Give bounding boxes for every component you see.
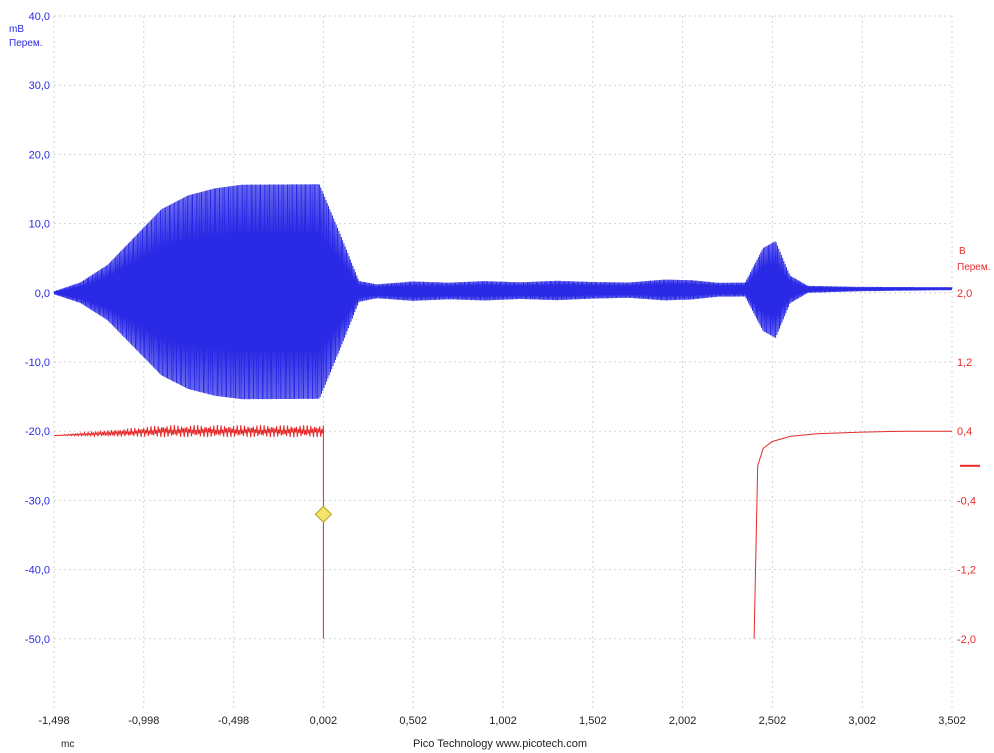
left-tick-label: 0,0: [35, 288, 50, 300]
right-axis-label: Перем.: [957, 262, 991, 273]
right-axis-ticks: 2,0 1,2 0,4 -0,4 -1,2 -2,0: [957, 288, 976, 646]
grid: [53, 15, 953, 708]
right-tick-label: 2,0: [957, 288, 972, 300]
right-axis-unit: B: [959, 246, 966, 257]
footer-credit: Pico Technology www.picotech.com: [413, 738, 587, 750]
x-tick-label: 2,002: [669, 715, 697, 727]
x-tick-label: 0,502: [399, 715, 427, 727]
x-tick-label: 3,002: [848, 715, 876, 727]
x-tick-label: 0,002: [310, 715, 338, 727]
red-series-trace: [54, 425, 952, 639]
x-tick-label: -0,498: [218, 715, 249, 727]
left-tick-label: -10,0: [25, 357, 50, 369]
left-tick-label: 10,0: [29, 219, 50, 231]
x-tick-label: 1,502: [579, 715, 607, 727]
x-tick-label: -0,998: [128, 715, 159, 727]
left-tick-label: -40,0: [25, 565, 50, 577]
right-axis-level-marker: [960, 464, 980, 467]
left-tick-label: 40,0: [29, 11, 50, 23]
x-axis-unit: mc: [61, 739, 74, 750]
left-axis-ticks: 40,0 30,0 20,0 10,0 0,0 -10,0 -20,0 -30,0 -40,0 -…: [25, 11, 50, 646]
right-tick-label: 0,4: [957, 426, 972, 438]
right-tick-label: -2,0: [957, 634, 976, 646]
trigger-diamond-marker: [314, 505, 333, 523]
left-tick-label: 30,0: [29, 80, 50, 92]
left-tick-label: -50,0: [25, 634, 50, 646]
right-tick-label: -1,2: [957, 565, 976, 577]
right-tick-label: 1,2: [957, 357, 972, 369]
blue-series-trace: [53, 184, 953, 400]
left-axis-label: Перем.: [9, 38, 43, 49]
left-tick-label: 20,0: [29, 149, 50, 161]
x-tick-label: 3,502: [938, 715, 966, 727]
x-tick-label: 1,002: [489, 715, 517, 727]
x-tick-label: 2,502: [759, 715, 787, 727]
left-tick-label: -20,0: [25, 426, 50, 438]
left-axis-unit: mB: [9, 24, 24, 35]
x-tick-label: -1,498: [38, 715, 69, 727]
right-tick-label: -0,4: [957, 495, 976, 507]
left-tick-label: -30,0: [25, 495, 50, 507]
x-axis-ticks: -1,498 -0,998 -0,498 0,002 0,502 1,002 1,502 2,…: [38, 715, 965, 727]
